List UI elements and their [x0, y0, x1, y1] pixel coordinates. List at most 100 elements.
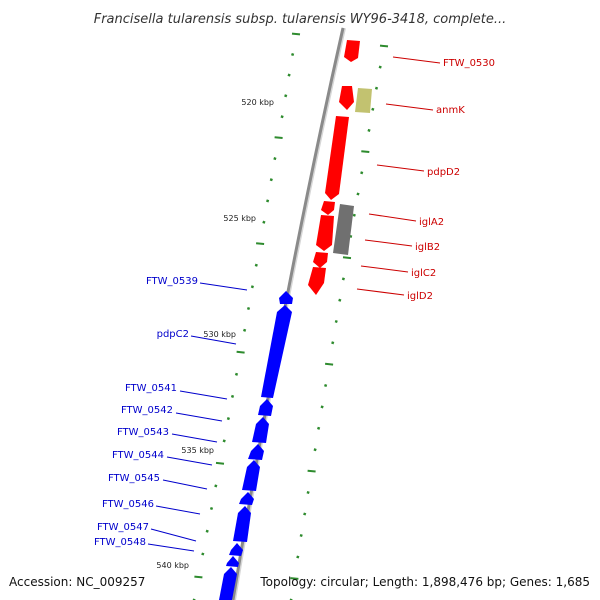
outer-tick [331, 341, 335, 345]
inner-tick [273, 157, 277, 161]
genome-summary-text: Topology: circular; Length: 1,898,476 bp… [259, 575, 590, 589]
outer-tick [374, 86, 379, 90]
inner-tick [215, 461, 225, 465]
label-ftw-0539[interactable]: FTW_0539 [146, 276, 198, 287]
inner-tick [274, 136, 283, 139]
scale-label-520: 520 kbp [241, 98, 274, 107]
outer-tick [356, 192, 360, 196]
scale-label-535: 535 kbp [181, 446, 214, 455]
gene-ftw-0544[interactable] [242, 460, 260, 491]
label-ftw-0547[interactable]: FTW_0547 [97, 522, 149, 533]
inner-tick [287, 73, 291, 77]
inner-tick [194, 575, 203, 579]
gene-ftw-0539[interactable] [279, 291, 293, 304]
gene-ftw-0530[interactable] [344, 40, 360, 62]
reverse-gene-labels: FTW_0539 pdpC2 FTW_0541 FTW_0542 FTW_054… [94, 276, 248, 552]
outer-tick [306, 490, 310, 495]
label-ftw-0544[interactable]: FTW_0544 [112, 450, 164, 461]
label-ftw-0545[interactable]: FTW_0545 [108, 473, 160, 484]
label-ftw-0542[interactable]: FTW_0542 [121, 405, 173, 416]
inner-tick [284, 94, 288, 98]
inner-tick [243, 328, 247, 332]
label-iglb2[interactable]: iglB2 [415, 242, 440, 253]
gene-iglc2[interactable] [313, 252, 328, 268]
gene-pdpc2[interactable] [261, 305, 292, 398]
outer-tick [307, 469, 316, 473]
reverse-strand-genes [219, 291, 293, 600]
outer-tick [378, 65, 382, 69]
outer-tick [296, 555, 300, 559]
outer-tick [361, 150, 370, 153]
scale-label-540: 540 kbp [156, 561, 189, 570]
label-pdpd2[interactable]: pdpD2 [427, 167, 460, 178]
gene-partial-bottom[interactable] [219, 567, 237, 600]
inner-tick [234, 372, 239, 376]
outer-tick [299, 533, 303, 538]
outer-tick [379, 44, 389, 48]
gene-ftw-0543[interactable] [248, 444, 264, 460]
outer-tick [367, 128, 371, 132]
inner-tick [201, 552, 205, 556]
inner-tick [256, 242, 265, 245]
inner-tick [205, 529, 209, 533]
gene-ftw-0548[interactable] [226, 556, 239, 567]
gene-igla2[interactable] [321, 201, 335, 215]
accession-text: Accession: NC_009257 [9, 575, 145, 589]
gene-ftw-0545[interactable] [239, 492, 254, 505]
label-ftw-0541[interactable]: FTW_0541 [125, 383, 177, 394]
outer-tick [371, 107, 375, 111]
inner-tick-track [192, 32, 301, 600]
inner-tick [291, 32, 301, 36]
gene-pdpd2[interactable] [325, 116, 349, 200]
label-anmk[interactable]: anmK [436, 105, 465, 116]
inner-tick [209, 506, 214, 511]
forward-gene-labels: FTW_0530 anmK pdpD2 iglA2 iglB2 iglC2 ig… [356, 56, 495, 302]
outer-tick [338, 298, 342, 302]
label-ftw-0548[interactable]: FTW_0548 [94, 537, 146, 548]
gene-iglb2[interactable] [316, 215, 334, 251]
outer-tick [303, 512, 307, 516]
outer-tick [334, 319, 338, 324]
inner-tick [226, 417, 230, 421]
scale-label-530: 530 kbp [203, 330, 236, 339]
label-ftw-0543[interactable]: FTW_0543 [117, 427, 169, 438]
inner-tick [291, 52, 295, 57]
label-pdpc2[interactable]: pdpC2 [157, 329, 189, 340]
gene-anmk[interactable] [339, 86, 354, 110]
gene-ftw-0546[interactable] [233, 506, 251, 542]
inner-tick [230, 394, 235, 398]
inner-tick [236, 350, 245, 354]
label-iglc2[interactable]: iglC2 [411, 268, 436, 279]
inner-tick [250, 285, 254, 289]
inner-tick [214, 484, 218, 488]
label-ftw-0546[interactable]: FTW_0546 [102, 499, 154, 510]
outer-tick [341, 277, 345, 281]
outer-tick [342, 256, 352, 260]
inner-tick [269, 178, 273, 182]
map-title: Francisella tularensis subsp. tularensis… [94, 12, 507, 27]
outer-tick [290, 577, 299, 580]
inner-tick [246, 306, 251, 311]
gene-ftw-0541[interactable] [258, 399, 273, 416]
label-igld2[interactable]: iglD2 [407, 291, 433, 302]
scale-label-525: 525 kbp [223, 214, 256, 223]
inner-tick [266, 199, 270, 203]
outer-tick [324, 383, 328, 388]
inner-tick [280, 115, 284, 119]
gene-igld2[interactable] [308, 267, 326, 295]
gene-iglb2-partner[interactable] [333, 204, 354, 255]
label-igla2[interactable]: iglA2 [419, 217, 444, 228]
gene-anmk-partner[interactable] [355, 88, 372, 113]
outer-tick [360, 171, 364, 175]
inner-tick [254, 263, 258, 267]
outer-tick [320, 405, 324, 409]
inner-tick [262, 220, 266, 224]
outer-tick [325, 362, 334, 366]
outer-tick [313, 448, 317, 452]
outer-tick [352, 213, 356, 217]
label-ftw-0530[interactable]: FTW_0530 [443, 58, 495, 69]
gene-ftw-0542[interactable] [252, 417, 269, 443]
inner-tick [222, 439, 226, 443]
gene-ftw-0547[interactable] [229, 543, 243, 556]
